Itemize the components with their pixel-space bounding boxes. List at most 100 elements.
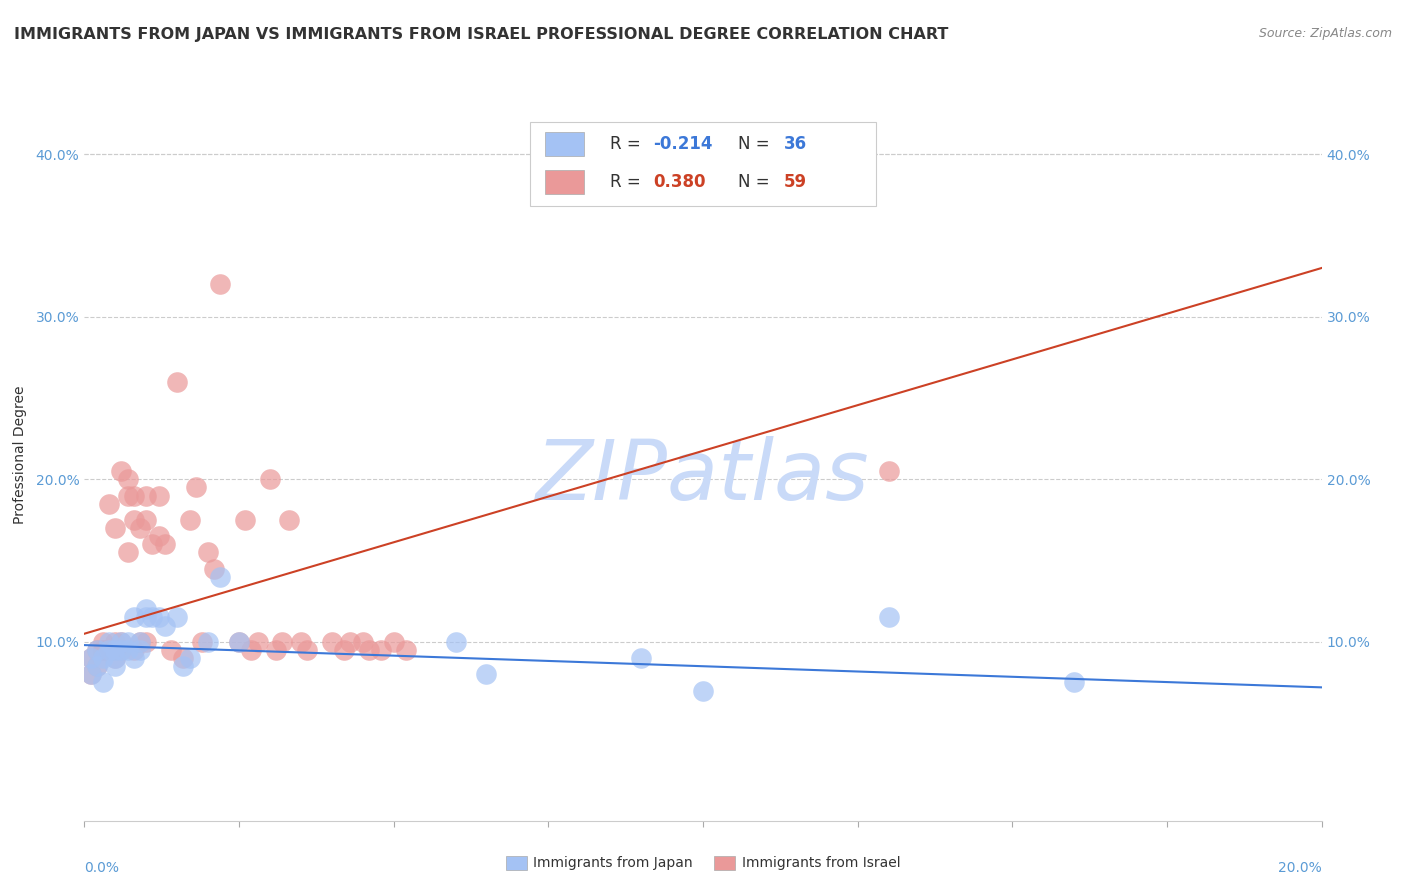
Point bbox=[117, 635, 139, 649]
Point bbox=[630, 651, 652, 665]
Point bbox=[357, 643, 380, 657]
Text: Source: ZipAtlas.com: Source: ZipAtlas.com bbox=[1258, 27, 1392, 40]
Point bbox=[98, 635, 121, 649]
Point bbox=[166, 375, 188, 389]
Point bbox=[129, 635, 152, 649]
Point bbox=[117, 545, 139, 559]
Point bbox=[79, 667, 101, 681]
Point bbox=[160, 643, 183, 657]
Point bbox=[86, 643, 108, 657]
Point bbox=[264, 643, 287, 657]
Point bbox=[104, 659, 127, 673]
Point bbox=[382, 635, 405, 649]
Point bbox=[172, 659, 194, 673]
Point bbox=[191, 635, 214, 649]
Point bbox=[79, 651, 101, 665]
Point bbox=[91, 651, 114, 665]
Point bbox=[209, 277, 232, 292]
Point bbox=[122, 489, 145, 503]
Point bbox=[877, 464, 900, 478]
Point bbox=[271, 635, 294, 649]
Point bbox=[321, 635, 343, 649]
Point bbox=[475, 667, 498, 681]
Point bbox=[179, 513, 201, 527]
Point bbox=[122, 651, 145, 665]
Point bbox=[135, 602, 157, 616]
Point bbox=[98, 497, 121, 511]
Point bbox=[91, 643, 114, 657]
Point bbox=[122, 610, 145, 624]
Point bbox=[79, 651, 101, 665]
Y-axis label: Professional Degree: Professional Degree bbox=[13, 385, 27, 524]
Point bbox=[148, 489, 170, 503]
Point bbox=[259, 472, 281, 486]
Point bbox=[184, 480, 207, 494]
Point bbox=[98, 643, 121, 657]
Point bbox=[98, 643, 121, 657]
Text: -0.214: -0.214 bbox=[654, 135, 713, 153]
Point bbox=[141, 537, 163, 551]
Point bbox=[122, 643, 145, 657]
FancyBboxPatch shape bbox=[544, 170, 585, 194]
Point bbox=[148, 529, 170, 543]
Point bbox=[166, 610, 188, 624]
Point bbox=[339, 635, 361, 649]
Point bbox=[240, 643, 263, 657]
Point bbox=[228, 635, 250, 649]
Point bbox=[179, 651, 201, 665]
Point bbox=[104, 521, 127, 535]
Point bbox=[233, 513, 256, 527]
Point bbox=[141, 610, 163, 624]
Point bbox=[135, 635, 157, 649]
Text: 20.0%: 20.0% bbox=[1278, 861, 1322, 875]
Point bbox=[877, 610, 900, 624]
Point bbox=[202, 562, 225, 576]
Text: 0.380: 0.380 bbox=[654, 173, 706, 191]
Point bbox=[104, 643, 127, 657]
Point bbox=[246, 635, 269, 649]
Point bbox=[370, 643, 392, 657]
Point bbox=[197, 545, 219, 559]
Point bbox=[197, 635, 219, 649]
Text: N =: N = bbox=[738, 135, 775, 153]
Point bbox=[104, 643, 127, 657]
Text: N =: N = bbox=[738, 173, 775, 191]
Point bbox=[295, 643, 318, 657]
Point bbox=[122, 513, 145, 527]
Point bbox=[91, 635, 114, 649]
Point bbox=[135, 489, 157, 503]
Point bbox=[86, 659, 108, 673]
Legend: Immigrants from Japan, Immigrants from Israel: Immigrants from Japan, Immigrants from I… bbox=[501, 850, 905, 876]
Point bbox=[129, 635, 152, 649]
Point bbox=[153, 618, 176, 632]
Point bbox=[104, 651, 127, 665]
Point bbox=[86, 643, 108, 657]
Point bbox=[117, 489, 139, 503]
Point bbox=[91, 643, 114, 657]
Point bbox=[91, 675, 114, 690]
Point bbox=[104, 651, 127, 665]
Point bbox=[110, 635, 132, 649]
Point bbox=[228, 635, 250, 649]
FancyBboxPatch shape bbox=[530, 122, 876, 206]
Text: 59: 59 bbox=[783, 173, 807, 191]
Point bbox=[104, 635, 127, 649]
Point bbox=[148, 610, 170, 624]
Point bbox=[110, 635, 132, 649]
Point bbox=[86, 659, 108, 673]
Point bbox=[209, 570, 232, 584]
Point bbox=[444, 635, 467, 649]
Text: 0.0%: 0.0% bbox=[84, 861, 120, 875]
Point bbox=[333, 643, 356, 657]
Point bbox=[172, 651, 194, 665]
Point bbox=[395, 643, 418, 657]
FancyBboxPatch shape bbox=[544, 132, 585, 156]
Text: ZIPatlas: ZIPatlas bbox=[536, 436, 870, 517]
Point bbox=[129, 521, 152, 535]
Text: R =: R = bbox=[610, 135, 647, 153]
Point bbox=[110, 643, 132, 657]
Point bbox=[79, 667, 101, 681]
Point bbox=[117, 643, 139, 657]
Point bbox=[153, 537, 176, 551]
Point bbox=[1063, 675, 1085, 690]
